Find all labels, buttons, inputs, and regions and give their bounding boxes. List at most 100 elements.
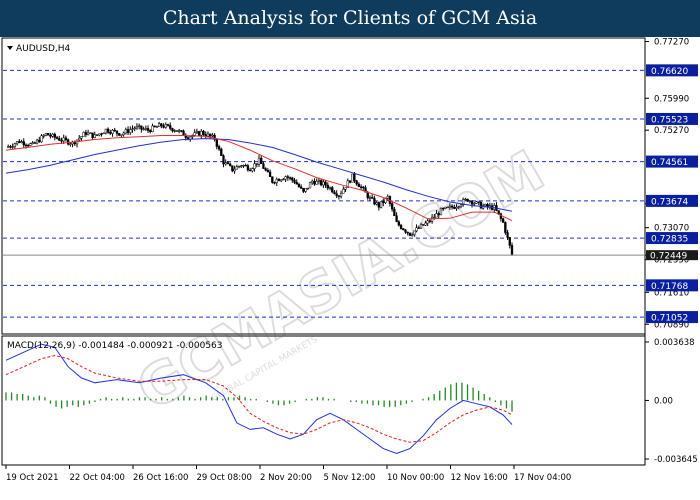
candle-body (153, 125, 156, 128)
candle-body (439, 207, 443, 216)
candle-body (273, 182, 276, 184)
candle-body (135, 126, 139, 129)
candle-body (291, 177, 294, 181)
candle-body (255, 163, 258, 165)
candle-body (40, 135, 43, 143)
candle-body (322, 181, 325, 186)
candle-body (319, 180, 323, 186)
candle-body (393, 208, 396, 217)
candle-body (157, 123, 161, 128)
page-banner: Chart Analysis for Clients of GCM Asia (0, 0, 700, 37)
candle-body (142, 128, 145, 131)
candle-body (306, 187, 309, 190)
candle-body (333, 191, 336, 194)
candle-body (344, 187, 347, 190)
candle-body (446, 206, 449, 209)
candle-body (457, 206, 460, 208)
candle-body (138, 125, 141, 127)
candle-body (373, 197, 376, 205)
candle-body (468, 200, 471, 202)
candle-body (366, 191, 369, 199)
candle-body (69, 143, 72, 145)
price-tick-label: 0.77270 (654, 38, 689, 48)
candle-body (215, 139, 218, 147)
candle-body (160, 123, 163, 127)
time-tick-label: 12 Nov 16:00 (451, 473, 508, 483)
candle-body (102, 132, 105, 135)
candle-body (7, 146, 10, 148)
candle-body (264, 168, 267, 171)
candle-body (364, 187, 367, 193)
candle-body (477, 201, 480, 203)
candle-body (20, 141, 23, 143)
candle-body (408, 232, 412, 236)
candle-body (93, 134, 96, 138)
candle-body (228, 163, 232, 166)
candle-body (382, 201, 385, 203)
candle-body (444, 206, 447, 209)
candle-body (437, 213, 440, 216)
candle-body (220, 148, 223, 156)
time-tick-label: 22 Oct 04:00 (70, 473, 125, 483)
candle-body (317, 180, 321, 182)
price-tick-label: 0.71610 (654, 288, 689, 298)
candle-body (455, 206, 458, 209)
candle-body (22, 141, 25, 146)
candle-body (9, 146, 12, 148)
candle-body (286, 176, 290, 178)
candle-body (129, 129, 132, 133)
candle-body (84, 132, 88, 135)
candle-body (410, 234, 414, 236)
candle-body (106, 128, 110, 133)
candle-body (424, 222, 427, 226)
candle-body (95, 134, 99, 136)
candle-body (248, 169, 252, 172)
dropdown-triangle-icon[interactable] (7, 46, 13, 50)
candle-body (33, 142, 37, 144)
chart-area[interactable]: 0.772700.759900.752700.736100.730700.724… (0, 37, 700, 500)
candle-body (42, 135, 45, 137)
candle-body (171, 128, 174, 132)
candle-body (66, 139, 70, 145)
candle-body (118, 133, 121, 136)
ma-red-line (5, 135, 513, 222)
candle-body (462, 199, 465, 206)
price-tick-label: 0.75990 (654, 94, 689, 104)
candle-body (226, 162, 230, 165)
candle-body (89, 132, 92, 134)
candle-body (55, 137, 59, 139)
ma-blue-line (5, 138, 513, 212)
candle-body (53, 133, 56, 138)
candle-body (266, 169, 270, 173)
candle-body (311, 180, 314, 184)
candle-body (175, 130, 179, 132)
candle-body (284, 176, 287, 180)
candle-body (435, 213, 438, 218)
level-label: 0.71052 (651, 314, 688, 324)
macd-tick-label: 0.00 (654, 396, 673, 406)
level-label-bg (646, 155, 698, 168)
candle-body (115, 130, 119, 134)
candle-body (371, 197, 374, 199)
candle-body (348, 180, 352, 183)
candle-body (464, 198, 467, 201)
macd-tick-label: -0.003645 (654, 455, 698, 465)
candle-body (246, 165, 250, 171)
candle-body (240, 165, 243, 167)
candle-body (177, 130, 181, 132)
candle-body (404, 229, 407, 233)
candle-body (300, 186, 303, 189)
candle-body (406, 231, 409, 234)
candle-body (313, 180, 316, 185)
candle-body (122, 132, 125, 136)
candle-body (324, 181, 327, 186)
candle-body (479, 202, 483, 209)
candle-body (473, 203, 476, 205)
candle-body (293, 179, 296, 183)
price-tick-label: 0.70890 (654, 320, 689, 330)
candle-body (244, 164, 247, 167)
candle-body (86, 132, 90, 135)
candle-body (44, 133, 48, 136)
candle-body (386, 196, 389, 199)
banner-title: Chart Analysis for Clients of GCM Asia (162, 7, 538, 29)
